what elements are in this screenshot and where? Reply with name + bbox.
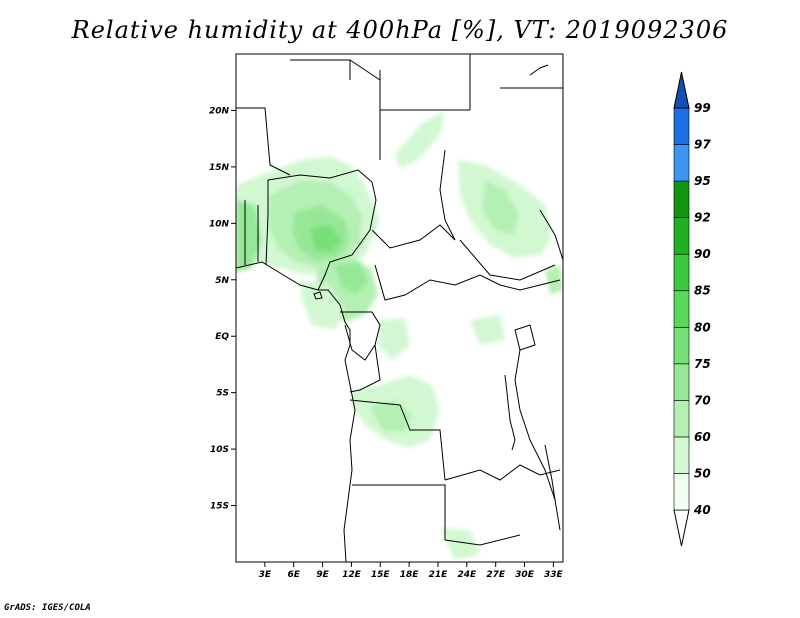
colorbar-box [673, 363, 690, 401]
humidity-region-south [440, 528, 480, 560]
colorbar-box [673, 326, 690, 365]
border-algeria-niger [290, 59, 351, 80]
border-niger-chad [349, 59, 381, 81]
lon-tick-label: 24E [457, 570, 477, 580]
colorbar-label: 97 [694, 138, 711, 152]
colorbar-box [673, 253, 690, 292]
lat-tick-label: 15N [209, 163, 230, 173]
lake-tanganyika [504, 374, 516, 451]
border-chad-car [371, 224, 456, 249]
lat-tick-label: 10S [210, 445, 229, 455]
border-drc-angola [349, 399, 446, 481]
lon-tick-label: 27E [486, 570, 506, 580]
border-sudan-south [459, 239, 556, 281]
colorbar-box [673, 217, 690, 255]
coastline [236, 261, 356, 562]
colorbar-box [673, 290, 690, 328]
humidity-region-chad-streak [395, 110, 445, 168]
lon-axis: 3E 6E 9E 12E 15E 18E 21E 24E 27E 30E 33E [259, 562, 564, 580]
colorbar-label: 85 [694, 284, 711, 298]
colorbar-under-triangle [673, 509, 690, 547]
humidity-region-east-small [545, 265, 563, 295]
colorbar-over-triangle [673, 71, 690, 109]
map-borders [236, 54, 563, 562]
border-ethiopia [539, 209, 563, 261]
grads-credit: GrADS: IGES/COLA [4, 603, 91, 613]
colorbar-label: 40 [693, 503, 711, 517]
border-namibia-botswana [444, 534, 521, 546]
lon-tick-label: 15E [371, 570, 391, 580]
humidity-core-cameroon [335, 262, 368, 295]
border-nigeria-cameroon [317, 181, 377, 291]
border-cameroon-gabon [340, 311, 381, 346]
lat-tick-label: 15S [210, 502, 229, 512]
lake-malawi [544, 444, 556, 501]
lon-tick-label: 3E [259, 570, 272, 580]
border-benin-nigeria [265, 180, 269, 266]
border-car-south [374, 264, 561, 301]
colorbar-label: 99 [694, 101, 711, 115]
island-bioko [313, 291, 323, 300]
colorbar-label: 90 [694, 247, 711, 261]
colorbar-label: 95 [694, 174, 711, 188]
lon-tick-label: 18E [400, 570, 420, 580]
lon-tick-label: 21E [429, 570, 449, 580]
colorbar-label: 60 [694, 430, 711, 444]
colorbar-box [673, 473, 690, 511]
border-angola-namibia [352, 484, 446, 540]
lon-tick-label: 9E [316, 570, 329, 580]
lon-tick-label: 33E [544, 570, 564, 580]
colorbar-label: 50 [694, 466, 711, 480]
humidity-field [236, 110, 563, 560]
border-mali-niger [236, 107, 291, 176]
map-frame [235, 53, 564, 563]
rift-border [514, 349, 561, 531]
lat-tick-label: 10N [209, 219, 230, 229]
border-niger-nigeria [267, 169, 373, 183]
lat-tick-label: EQ [215, 332, 229, 342]
lat-tick-label: 5N [215, 276, 229, 286]
humidity-region-gulf [300, 280, 345, 330]
humidity-core-nigeria-inner [310, 225, 342, 252]
colorbar-label: 70 [694, 393, 711, 407]
lat-tick-label: 5S [216, 389, 229, 399]
colorbar-box [673, 400, 690, 438]
lon-tick-label: 6E [287, 570, 300, 580]
lon-tick-label: 30E [515, 570, 535, 580]
border-congo-drc [349, 344, 381, 393]
border-zambia [444, 464, 561, 481]
lake-victoria [514, 324, 536, 351]
colorbar-label: 80 [694, 320, 711, 334]
map-title: Relative humidity at 400hPa [%], VT: 201… [71, 16, 729, 44]
colorbar: 40 50 60 70 75 80 85 90 92 95 97 99 [673, 71, 711, 547]
humidity-region-lake [470, 315, 505, 345]
lon-tick-label: 12E [342, 570, 362, 580]
humidity-region-central [378, 318, 410, 360]
border-chad-sudan [439, 149, 456, 241]
colorbar-label: 92 [694, 211, 711, 225]
colorbar-box [673, 107, 690, 145]
border-gabon-congo [344, 324, 376, 361]
lat-axis: 20N 15N 10N 5N EQ 5S 10S 15S [209, 106, 236, 512]
humidity-core-sudan [482, 180, 520, 235]
lat-tick-label: 20N [209, 106, 230, 116]
humidity-region-coast [236, 200, 262, 272]
sinai [529, 64, 549, 76]
colorbar-box [673, 144, 690, 182]
colorbar-label: 75 [694, 357, 711, 371]
colorbar-box [673, 180, 690, 218]
colorbar-box [673, 436, 690, 474]
